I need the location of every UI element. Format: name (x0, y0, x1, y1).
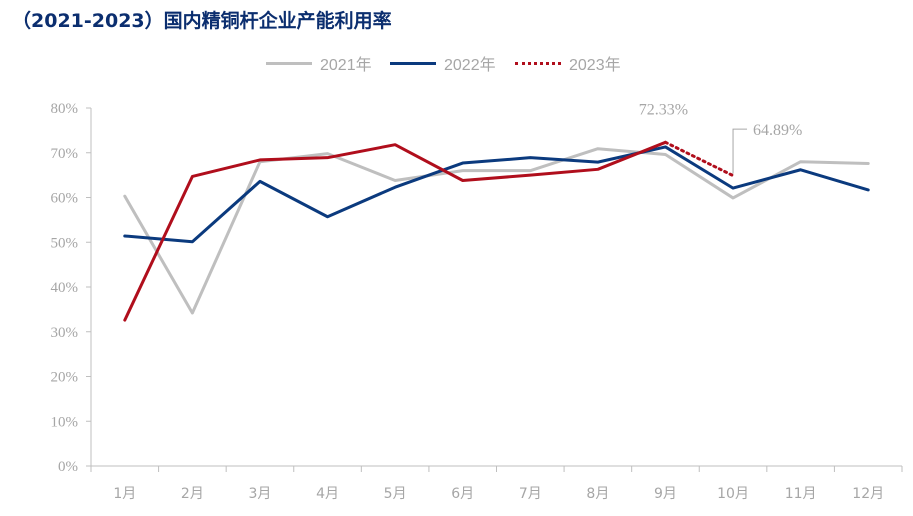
x-tick-label: 11月 (785, 486, 817, 502)
x-tick-label: 12月 (852, 486, 884, 502)
y-tick-label: 40% (51, 280, 79, 296)
x-tick-label: 5月 (384, 486, 407, 502)
x-tick-label: 6月 (451, 486, 474, 502)
legend-item-2: 2023年 (515, 48, 621, 78)
annotation-leader-line (732, 128, 748, 174)
legend-label: 2021年 (320, 57, 372, 74)
x-tick-label: 4月 (316, 486, 339, 502)
legend-swatch (266, 61, 312, 65)
x-tick-label: 7月 (519, 486, 542, 502)
series-line-0 (123, 147, 870, 315)
series-line-2-dotted (663, 140, 735, 178)
annotation-label: 72.33% (639, 101, 688, 118)
chart-title: （2021-2023）国内精铜杆企业产能利用率 (12, 10, 392, 32)
legend-item-0: 2021年 (266, 48, 372, 78)
legend-label: 2022年 (444, 57, 496, 74)
x-tick-label: 3月 (248, 486, 271, 502)
x-tick-label: 10月 (717, 486, 749, 502)
legend-label: 2023年 (569, 57, 621, 74)
y-tick-label: 20% (51, 370, 79, 386)
x-tick-label: 8月 (586, 486, 609, 502)
y-tick-label: 0% (58, 459, 78, 475)
legend-swatch (390, 61, 436, 65)
series-line-1 (123, 145, 870, 244)
y-tick-label: 30% (51, 325, 79, 341)
legend-item-1: 2022年 (390, 48, 496, 78)
series-line-2 (123, 140, 667, 322)
y-tick-label: 60% (51, 191, 79, 207)
y-tick-label: 50% (51, 235, 79, 251)
x-tick-label: 9月 (654, 486, 677, 502)
x-tick-label: 1月 (113, 486, 136, 502)
annotation-label: 64.89% (753, 122, 802, 139)
x-tick-label: 2月 (181, 486, 204, 502)
y-tick-label: 10% (51, 414, 79, 430)
legend-swatch (515, 61, 561, 65)
y-tick-label: 70% (51, 146, 79, 162)
y-tick-label: 80% (51, 101, 79, 117)
legend: 2021年 2022年 2023年 (0, 48, 913, 78)
